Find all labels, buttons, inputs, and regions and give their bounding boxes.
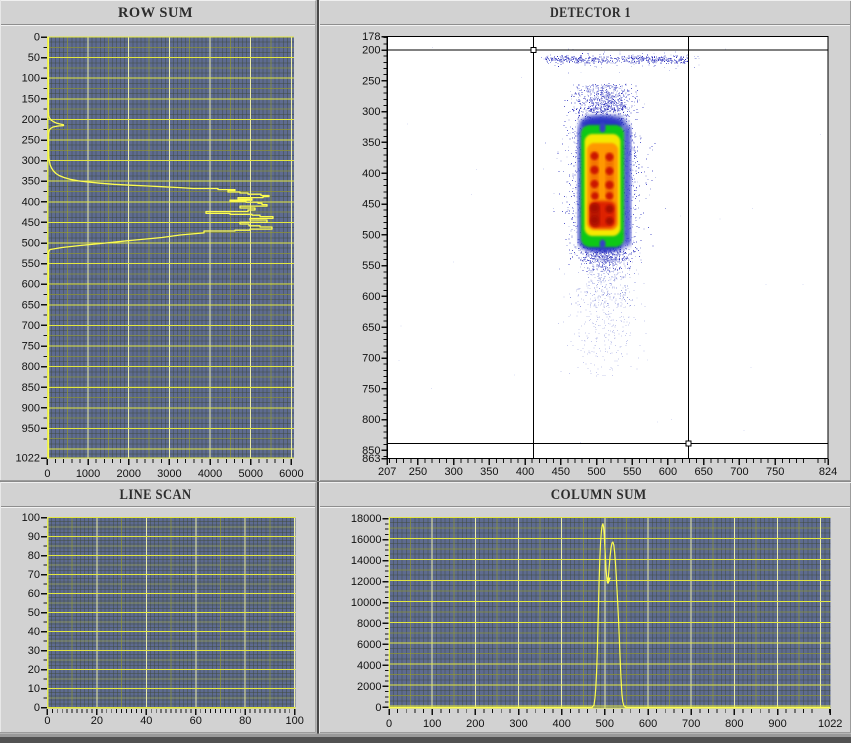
svg-text:850: 850	[362, 445, 380, 457]
svg-text:824: 824	[819, 466, 837, 478]
svg-text:1022: 1022	[818, 718, 842, 730]
svg-text:8000: 8000	[357, 618, 381, 630]
svg-text:650: 650	[362, 322, 380, 334]
svg-text:1022: 1022	[16, 453, 40, 465]
svg-text:80: 80	[28, 550, 40, 562]
svg-text:800: 800	[22, 361, 40, 373]
svg-text:600: 600	[659, 466, 677, 478]
svg-text:300: 300	[22, 155, 40, 167]
svg-text:500: 500	[22, 238, 40, 250]
svg-text:10000: 10000	[351, 597, 382, 609]
svg-text:20: 20	[91, 715, 103, 727]
svg-text:700: 700	[22, 320, 40, 332]
svg-text:60: 60	[190, 715, 202, 727]
svg-text:150: 150	[22, 93, 40, 105]
svg-text:100: 100	[423, 718, 441, 730]
svg-text:450: 450	[552, 466, 570, 478]
svg-text:COLUMN SUM: COLUMN SUM	[551, 487, 647, 503]
svg-text:200: 200	[466, 718, 484, 730]
svg-text:4000: 4000	[198, 468, 222, 480]
svg-text:16000: 16000	[351, 534, 382, 546]
svg-text:400: 400	[553, 718, 571, 730]
svg-text:300: 300	[362, 106, 380, 118]
svg-text:900: 900	[22, 402, 40, 414]
svg-text:3000: 3000	[157, 468, 181, 480]
svg-text:100: 100	[22, 73, 40, 85]
svg-text:DETECTOR 1: DETECTOR 1	[550, 5, 631, 21]
svg-text:0: 0	[375, 702, 381, 714]
svg-text:0: 0	[34, 702, 40, 714]
svg-text:50: 50	[28, 52, 40, 64]
svg-text:750: 750	[766, 466, 784, 478]
svg-text:650: 650	[22, 299, 40, 311]
svg-text:200: 200	[22, 114, 40, 126]
svg-text:80: 80	[239, 715, 251, 727]
svg-text:900: 900	[768, 718, 786, 730]
svg-text:40: 40	[28, 626, 40, 638]
svg-text:ROW SUM: ROW SUM	[118, 5, 193, 21]
svg-text:250: 250	[362, 75, 380, 87]
svg-text:300: 300	[444, 466, 462, 478]
svg-text:400: 400	[22, 196, 40, 208]
svg-text:600: 600	[22, 279, 40, 291]
svg-text:500: 500	[362, 229, 380, 241]
svg-text:400: 400	[362, 168, 380, 180]
svg-text:14000: 14000	[351, 555, 382, 567]
svg-text:1000: 1000	[76, 468, 100, 480]
svg-text:500: 500	[596, 718, 614, 730]
svg-text:450: 450	[362, 199, 380, 211]
svg-text:863: 863	[362, 453, 380, 465]
svg-text:350: 350	[480, 466, 498, 478]
svg-text:950: 950	[22, 423, 40, 435]
svg-text:5000: 5000	[238, 468, 262, 480]
svg-text:250: 250	[409, 466, 427, 478]
svg-text:750: 750	[362, 383, 380, 395]
svg-text:850: 850	[22, 382, 40, 394]
svg-text:207: 207	[378, 466, 396, 478]
svg-text:0: 0	[34, 32, 40, 44]
svg-text:800: 800	[362, 414, 380, 426]
svg-text:178: 178	[362, 31, 380, 43]
svg-text:700: 700	[682, 718, 700, 730]
svg-text:400: 400	[516, 466, 534, 478]
svg-text:550: 550	[623, 466, 641, 478]
svg-text:10: 10	[28, 683, 40, 695]
svg-text:100: 100	[286, 715, 304, 727]
svg-text:0: 0	[44, 468, 50, 480]
svg-text:100: 100	[22, 512, 40, 524]
svg-text:450: 450	[22, 217, 40, 229]
svg-text:200: 200	[362, 45, 380, 57]
svg-text:650: 650	[695, 466, 713, 478]
svg-text:18000: 18000	[351, 513, 382, 525]
svg-text:LINE SCAN: LINE SCAN	[120, 487, 192, 503]
svg-text:30: 30	[28, 645, 40, 657]
svg-text:60: 60	[28, 588, 40, 600]
svg-text:250: 250	[22, 135, 40, 147]
svg-text:6000: 6000	[279, 468, 303, 480]
svg-text:300: 300	[509, 718, 527, 730]
svg-text:600: 600	[639, 718, 657, 730]
svg-text:350: 350	[362, 137, 380, 149]
svg-text:550: 550	[22, 258, 40, 270]
svg-text:750: 750	[22, 341, 40, 353]
svg-text:70: 70	[28, 569, 40, 581]
svg-text:50: 50	[28, 607, 40, 619]
svg-text:40: 40	[140, 715, 152, 727]
svg-text:12000: 12000	[351, 576, 382, 588]
svg-text:700: 700	[362, 353, 380, 365]
svg-text:6000: 6000	[357, 639, 381, 651]
svg-text:700: 700	[730, 466, 748, 478]
svg-text:4000: 4000	[357, 660, 381, 672]
svg-text:2000: 2000	[357, 681, 381, 693]
svg-text:600: 600	[362, 291, 380, 303]
svg-text:350: 350	[22, 176, 40, 188]
svg-text:2000: 2000	[116, 468, 140, 480]
svg-text:90: 90	[28, 531, 40, 543]
svg-text:550: 550	[362, 260, 380, 272]
svg-text:20: 20	[28, 664, 40, 676]
svg-text:800: 800	[725, 718, 743, 730]
svg-text:0: 0	[386, 718, 392, 730]
svg-text:0: 0	[44, 715, 50, 727]
svg-text:500: 500	[587, 466, 605, 478]
